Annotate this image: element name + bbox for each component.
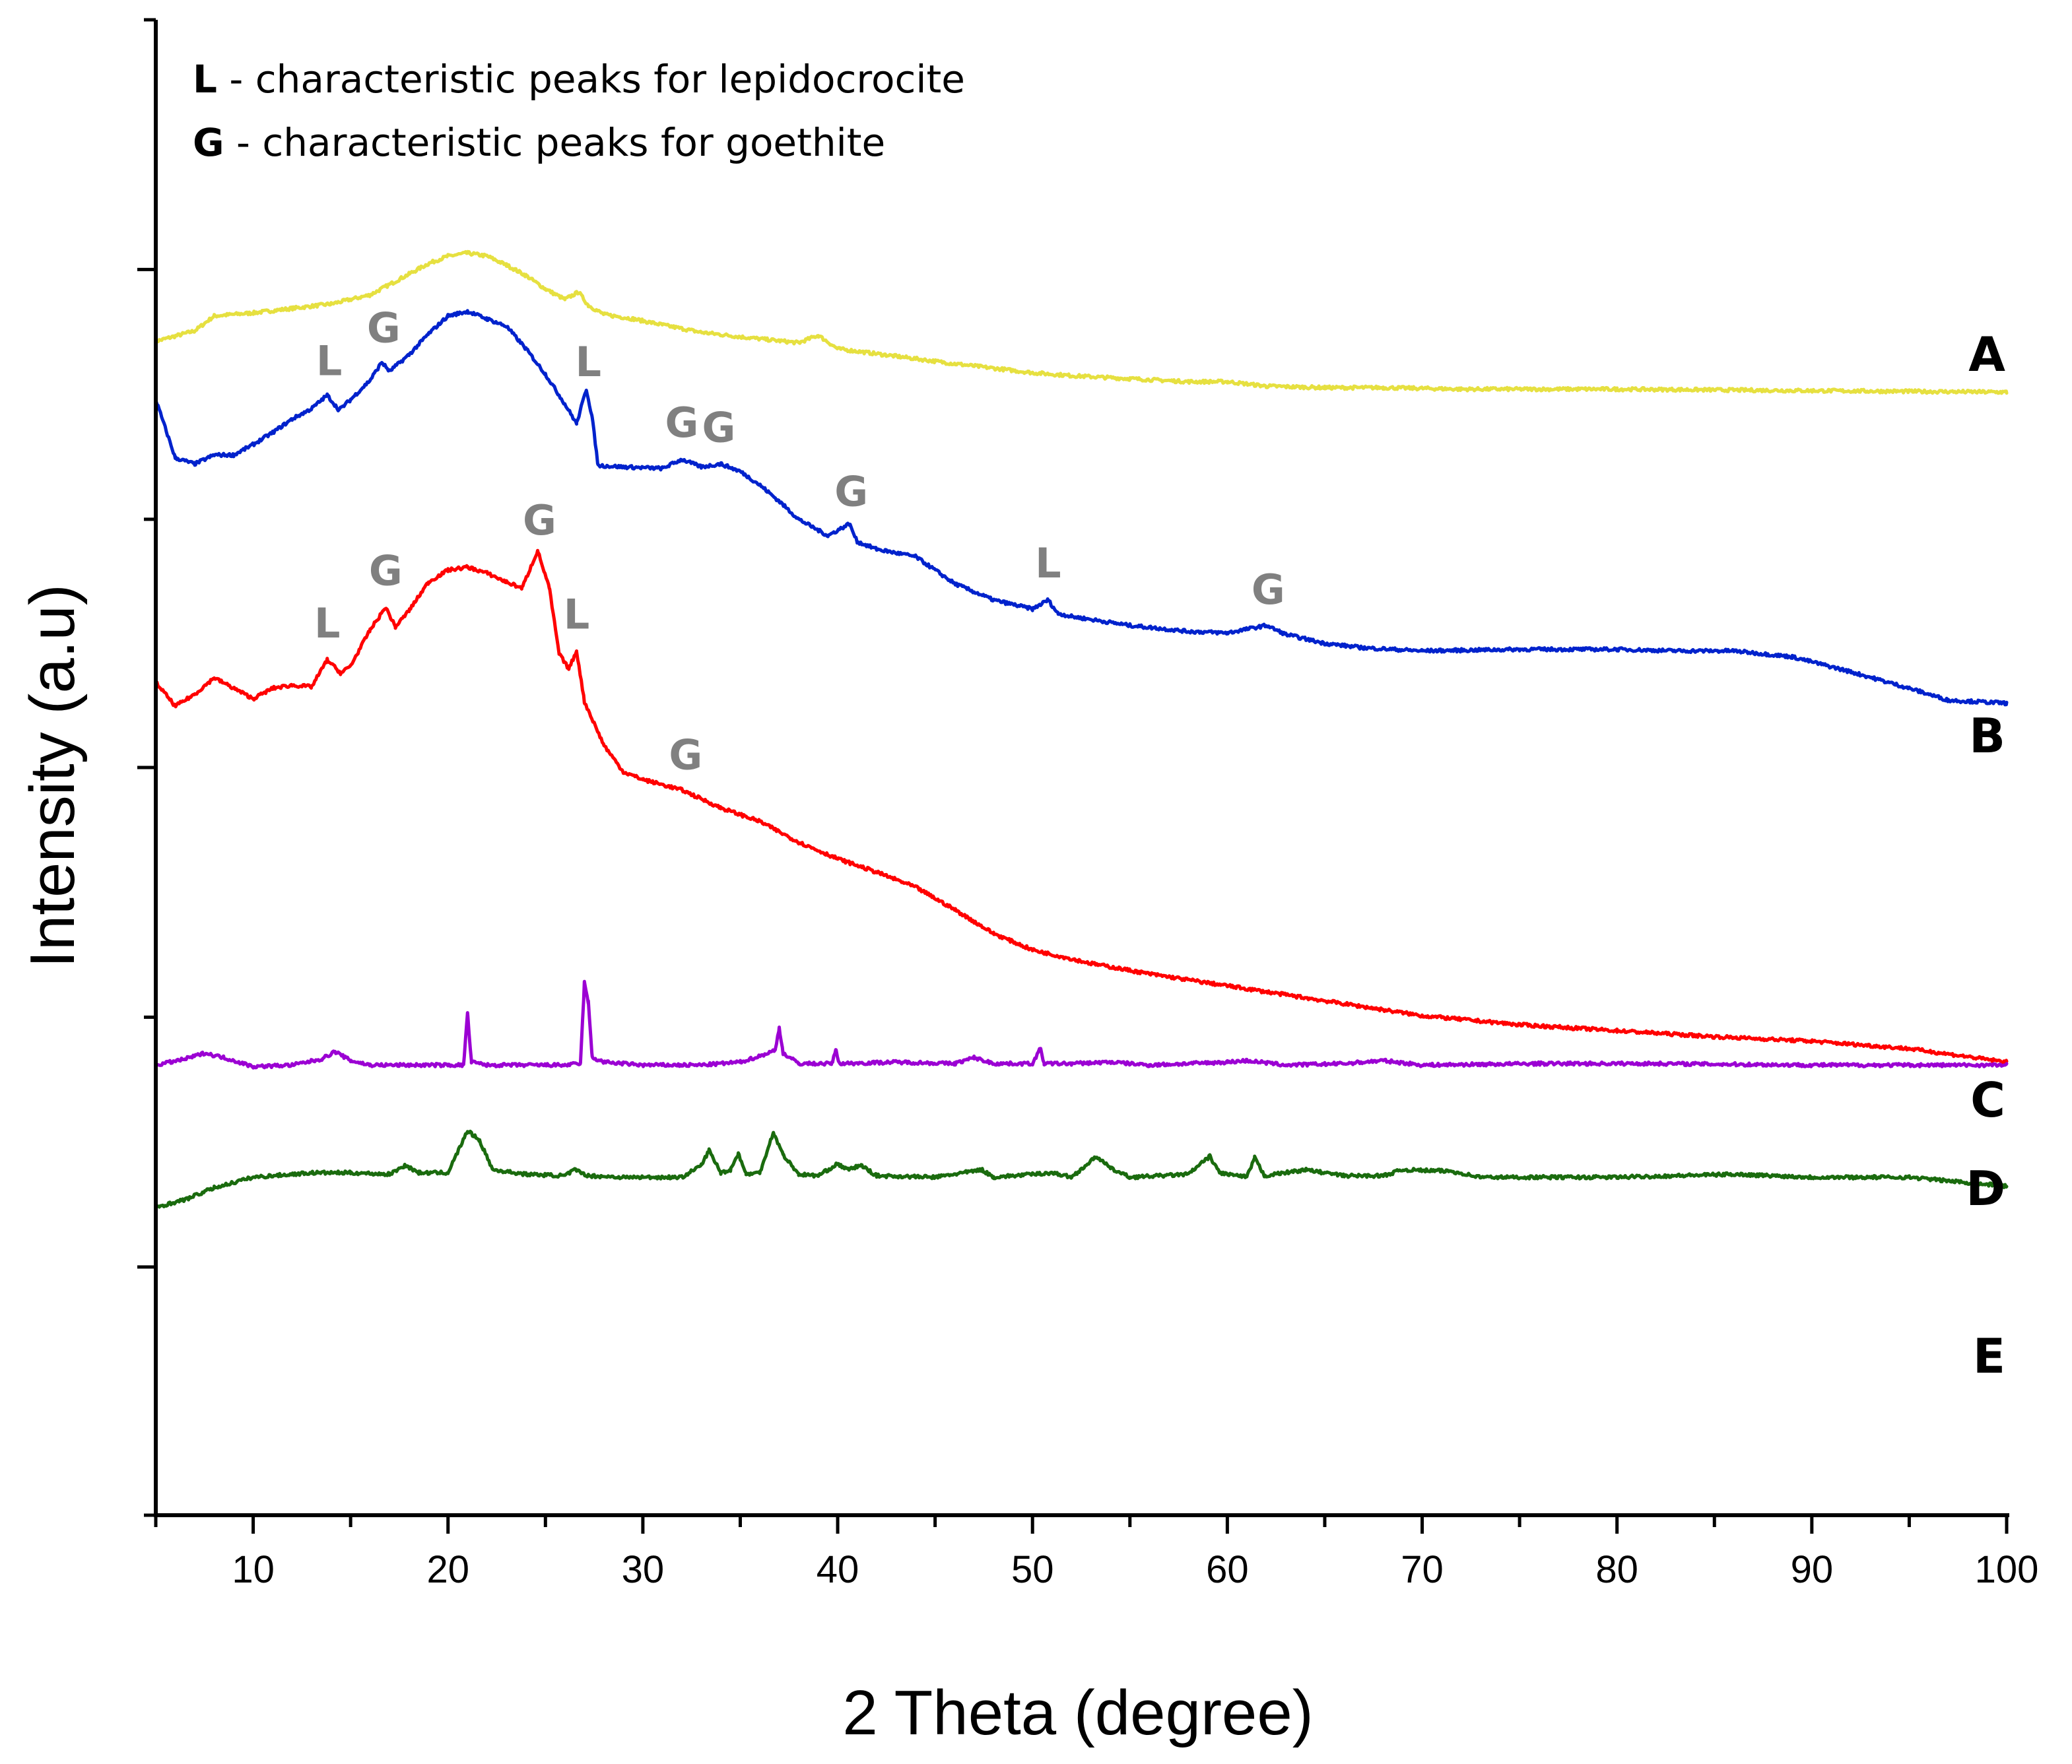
peak-label-c-9: G <box>369 547 403 595</box>
trace-e <box>154 1129 2009 1209</box>
peak-label-b-4: G <box>702 403 736 451</box>
x-tick-label-50: 50 <box>1011 1548 1054 1591</box>
peak-label-b-5: G <box>834 467 868 515</box>
peak-label-b-6: L <box>1035 539 1061 587</box>
trace-c <box>154 548 2009 1065</box>
x-tick-label-40: 40 <box>817 1548 859 1591</box>
peak-label-b-7: G <box>1252 566 1285 614</box>
trace-b <box>154 309 2009 707</box>
legend-text-l: - characteristic peaks for lepidocrocite <box>217 57 965 102</box>
series-label-c: C <box>1970 1072 2005 1128</box>
legend-key-l: L <box>193 57 217 102</box>
peak-label-c-12: G <box>669 731 702 779</box>
peak-label-b-0: L <box>316 337 343 385</box>
y-axis-title: Intensity (a.u) <box>17 584 88 968</box>
x-tick-label-10: 10 <box>232 1548 275 1591</box>
series-label-e: E <box>1973 1328 2005 1384</box>
x-tick-label-100: 100 <box>1975 1548 2039 1591</box>
legend-entry-goethite: G - characteristic peaks for goethite <box>193 120 885 165</box>
y-axis-ticks <box>137 18 156 1517</box>
peak-label-c-11: L <box>564 590 590 638</box>
x-tick-label-30: 30 <box>622 1548 665 1591</box>
x-axis-title: 2 Theta (degree) <box>842 1678 1313 1748</box>
x-tick-label-80: 80 <box>1595 1548 1638 1591</box>
legend: L - characteristic peaks for lepidocroci… <box>193 57 965 165</box>
x-tick-label-70: 70 <box>1401 1548 1444 1591</box>
x-axis-ticks: 10 20 30 40 50 60 70 80 90 100 <box>154 1515 2039 1591</box>
x-tick-label-20: 20 <box>426 1548 469 1591</box>
legend-entry-lepidocrocite: L - characteristic peaks for lepidocroci… <box>193 57 965 102</box>
trace-a <box>154 249 2009 395</box>
x-tick-label-90: 90 <box>1791 1548 1834 1591</box>
series-label-a: A <box>1968 327 2005 382</box>
series-traces <box>154 249 2009 1209</box>
peak-label-c-8: L <box>314 599 341 647</box>
peak-label-c-10: G <box>523 496 556 544</box>
legend-key-g: G <box>193 120 224 165</box>
peak-label-b-1: G <box>367 304 401 352</box>
trace-d <box>154 979 2009 1070</box>
x-tick-label-60: 60 <box>1206 1548 1249 1591</box>
peak-label-b-2: L <box>575 338 601 386</box>
peak-label-b-3: G <box>665 399 698 447</box>
series-label-b: B <box>1969 708 2005 764</box>
legend-text-g: - characteristic peaks for goethite <box>224 120 886 165</box>
series-label-d: D <box>1966 1161 2005 1216</box>
